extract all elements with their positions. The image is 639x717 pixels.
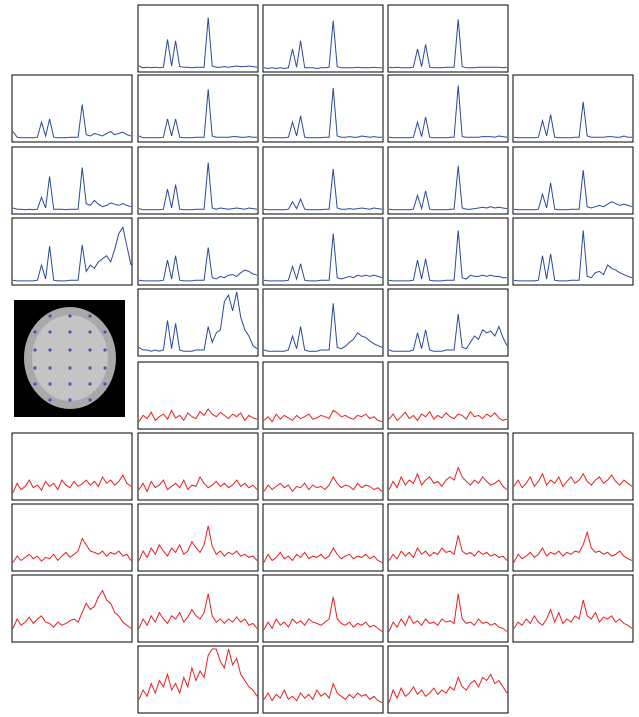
spectrum-panel: [263, 147, 383, 214]
spectrum-panel: [388, 504, 508, 571]
panel-frame: [388, 433, 508, 500]
panel-frame: [388, 362, 508, 429]
spectrum-panel: [513, 147, 633, 214]
panel-frame: [388, 147, 508, 214]
spectrum-panel: [513, 218, 633, 285]
panel-frame: [138, 289, 258, 356]
panel-frame: [138, 5, 258, 72]
spectrum-panel: [12, 575, 132, 642]
panel-frame: [388, 646, 508, 713]
spectrum-panel: [138, 147, 258, 214]
panel-frame: [138, 147, 258, 214]
panel-frame: [388, 504, 508, 571]
panel-frame: [513, 147, 633, 214]
panel-frame: [263, 75, 383, 142]
brain-inner: [32, 315, 108, 401]
spectrum-panel: [513, 575, 633, 642]
spectrum-panel: [388, 646, 508, 713]
panel-frame: [138, 646, 258, 713]
spectrum-panel: [138, 433, 258, 500]
panel-frame: [263, 504, 383, 571]
spectrum-panel: [138, 362, 258, 429]
spectrum-panel: [12, 147, 132, 214]
panel-frame: [138, 218, 258, 285]
panel-frame: [263, 433, 383, 500]
panel-frame: [12, 75, 132, 142]
panel-frame: [12, 433, 132, 500]
spectrum-panel: [138, 504, 258, 571]
panel-frame: [513, 575, 633, 642]
spectrum-panel: [12, 218, 132, 285]
spectrum-panel: [388, 433, 508, 500]
spectrum-panel: [513, 75, 633, 142]
panel-frame: [12, 575, 132, 642]
spectrum-panel: [263, 646, 383, 713]
panel-frame: [388, 289, 508, 356]
spectrum-panel: [388, 575, 508, 642]
panel-frame: [388, 75, 508, 142]
spectrum-panel: [263, 75, 383, 142]
panel-frame: [138, 504, 258, 571]
panel-frame: [138, 575, 258, 642]
spectrum-panel: [138, 218, 258, 285]
spectrum-panel: [12, 75, 132, 142]
panel-frame: [388, 5, 508, 72]
spectrum-panel: [138, 5, 258, 72]
spectrum-panel: [263, 362, 383, 429]
panel-frame: [263, 289, 383, 356]
panel-frame: [263, 646, 383, 713]
panel-frame: [513, 504, 633, 571]
spectrum-panel: [513, 504, 633, 571]
spectrum-panel: [388, 218, 508, 285]
spectrum-panel: [388, 289, 508, 356]
spectrum-panel: [388, 75, 508, 142]
spectrum-panel: [138, 289, 258, 356]
panel-frame: [263, 147, 383, 214]
panel-frame: [513, 75, 633, 142]
spectrum-panel: [12, 504, 132, 571]
panel-frame: [138, 75, 258, 142]
spectrum-panel: [263, 433, 383, 500]
page: {"chart_data": [ {"type":"line","color":…: [0, 0, 639, 717]
spectrum-panel: [138, 646, 258, 713]
spectrum-panel: [263, 5, 383, 72]
spectrum-panel: [513, 433, 633, 500]
spectrum-panel: [263, 504, 383, 571]
panel-frame: [263, 575, 383, 642]
spectrum-panel: [263, 289, 383, 356]
spectrum-panel: [138, 575, 258, 642]
spectrum-panel: [388, 362, 508, 429]
panel-frame: [138, 433, 258, 500]
panel-frame: [12, 504, 132, 571]
panel-frame: [138, 362, 258, 429]
panel-frame: [513, 218, 633, 285]
spectrum-panel: [263, 575, 383, 642]
panel-frame: [513, 433, 633, 500]
spectrum-panel: [12, 433, 132, 500]
brain-image: [14, 300, 125, 417]
figure: [0, 0, 639, 717]
spectrum-panel: [263, 218, 383, 285]
spectrum-panel: [138, 75, 258, 142]
spectrum-panel: [388, 5, 508, 72]
panel-frame: [388, 575, 508, 642]
panel-frame: [263, 5, 383, 72]
spectrum-panel: [388, 147, 508, 214]
